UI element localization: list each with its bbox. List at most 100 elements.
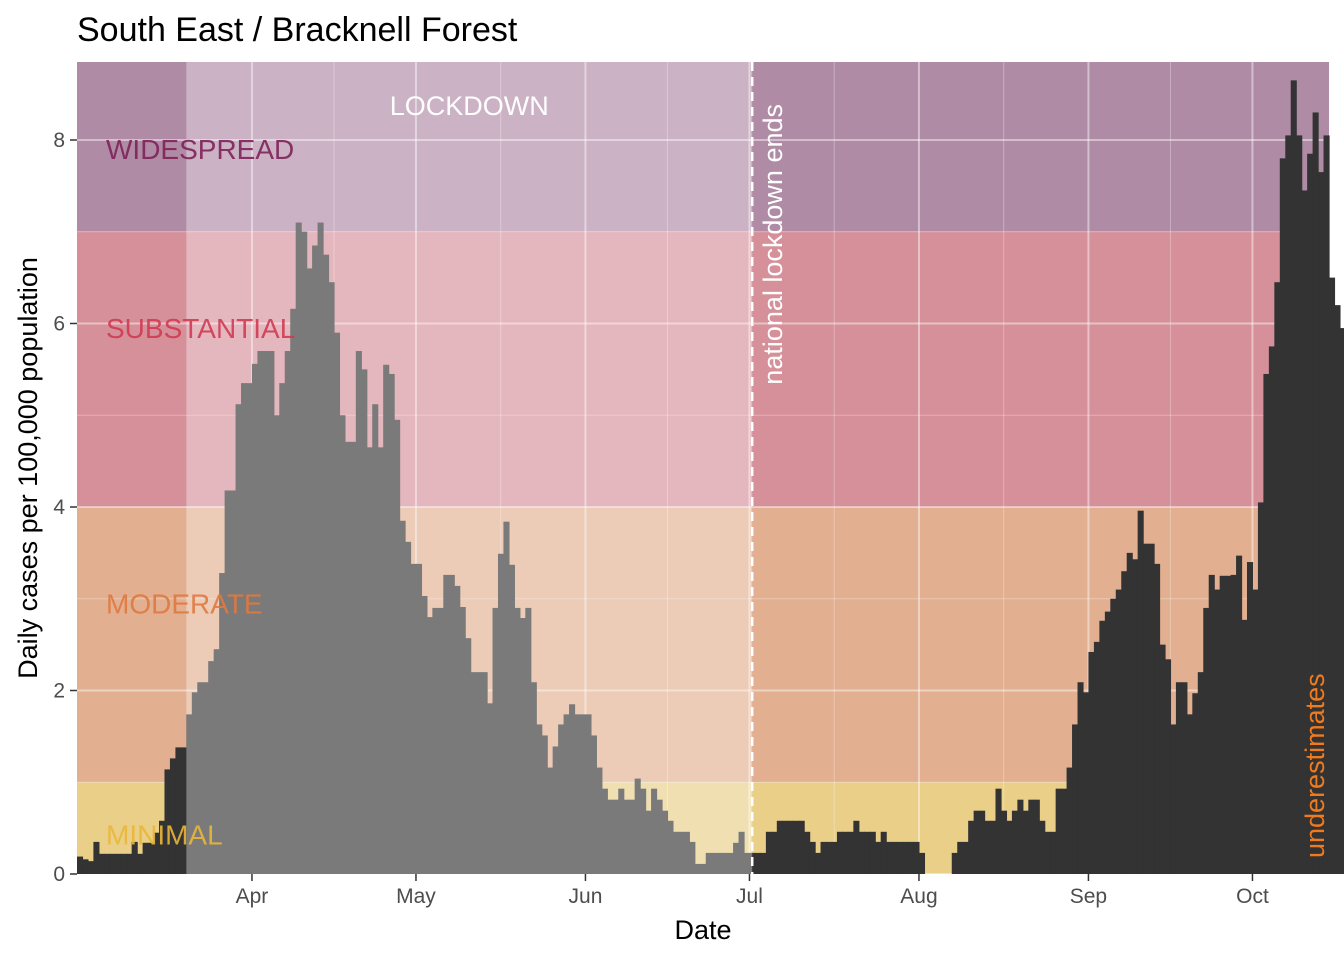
bar bbox=[1257, 502, 1264, 874]
bar bbox=[820, 841, 827, 874]
bar bbox=[711, 852, 718, 874]
x-tick-label: May bbox=[396, 885, 436, 908]
bar bbox=[1203, 607, 1210, 874]
bar bbox=[1214, 589, 1221, 874]
bar bbox=[694, 863, 701, 874]
bar bbox=[645, 810, 652, 874]
bar bbox=[1296, 135, 1303, 874]
bar bbox=[765, 831, 772, 874]
bar bbox=[186, 714, 193, 874]
bar bbox=[1290, 80, 1297, 874]
bar bbox=[776, 820, 783, 874]
bar bbox=[1132, 559, 1139, 874]
bar bbox=[836, 831, 844, 874]
bars-layer bbox=[77, 80, 1344, 875]
bar bbox=[754, 852, 762, 874]
bar bbox=[497, 553, 505, 874]
bar bbox=[1050, 831, 1057, 874]
lockdown-overlay bbox=[186, 62, 753, 874]
bar bbox=[880, 831, 887, 874]
bar bbox=[1072, 724, 1079, 874]
bar bbox=[1022, 810, 1029, 874]
y-axis-title: Daily cases per 100,000 population bbox=[13, 257, 43, 679]
bar bbox=[596, 767, 603, 874]
y-tick-label: 4 bbox=[53, 496, 65, 519]
annot-layer: LOCKDOWN national lockdown ends underestim… bbox=[390, 62, 1330, 874]
bar bbox=[1044, 831, 1051, 874]
bar bbox=[864, 831, 871, 874]
bar bbox=[563, 714, 570, 874]
bar bbox=[290, 308, 297, 875]
x-axis-title: Date bbox=[674, 915, 731, 945]
bar bbox=[1279, 158, 1286, 874]
bar bbox=[869, 831, 876, 874]
bar bbox=[1334, 305, 1341, 874]
bar bbox=[109, 853, 116, 874]
bar bbox=[415, 563, 423, 874]
bar bbox=[1274, 282, 1281, 875]
bar bbox=[448, 574, 455, 874]
bar bbox=[579, 714, 587, 874]
bar bbox=[388, 373, 395, 874]
lockdown-end-label: national lockdown ends bbox=[758, 104, 788, 385]
bar bbox=[1323, 135, 1330, 874]
bar bbox=[968, 820, 975, 874]
bar bbox=[705, 852, 712, 874]
bar bbox=[1186, 714, 1193, 874]
bar bbox=[1061, 788, 1068, 874]
bar bbox=[858, 831, 865, 874]
bar bbox=[465, 638, 472, 874]
bar bbox=[443, 574, 450, 874]
bar bbox=[519, 618, 526, 874]
bar bbox=[421, 595, 428, 874]
bar bbox=[339, 415, 346, 874]
bar bbox=[279, 383, 286, 874]
bar bbox=[640, 788, 647, 874]
bar bbox=[1137, 510, 1144, 874]
bar bbox=[1219, 575, 1226, 874]
plot-panel: MINIMAL MODERATE SUBSTANTIAL WIDESPREAD LOC… bbox=[77, 62, 1344, 875]
underestimates-label: underestimates bbox=[1300, 673, 1330, 858]
bar bbox=[202, 682, 209, 874]
bar bbox=[727, 852, 734, 874]
x-tick-label: Sep bbox=[1070, 885, 1107, 908]
bar bbox=[82, 859, 89, 874]
bar bbox=[1017, 799, 1024, 874]
bar bbox=[612, 799, 619, 874]
bar bbox=[585, 714, 592, 874]
bar bbox=[897, 841, 904, 874]
bar bbox=[1088, 651, 1095, 874]
bar bbox=[847, 831, 854, 874]
bar bbox=[1170, 724, 1177, 874]
bar bbox=[1236, 555, 1243, 874]
bar bbox=[782, 820, 789, 874]
bar bbox=[481, 672, 488, 874]
bar bbox=[908, 841, 915, 874]
bar bbox=[1159, 644, 1166, 874]
bar bbox=[1312, 112, 1319, 875]
bar bbox=[1115, 589, 1122, 874]
bar bbox=[492, 607, 499, 874]
bar bbox=[826, 841, 833, 874]
axes-layer: 0 2 4 6 8 Apr May Jun Jul Aug Sep Oct bbox=[53, 129, 1269, 908]
bar bbox=[323, 254, 330, 874]
bar bbox=[984, 820, 991, 874]
bar bbox=[284, 351, 291, 874]
overlay-layer bbox=[186, 62, 753, 874]
bar bbox=[716, 852, 723, 874]
chart-title: South East / Bracknell Forest bbox=[77, 11, 518, 49]
bar bbox=[306, 268, 313, 874]
band-widespread bbox=[77, 62, 1329, 232]
bar bbox=[115, 853, 122, 874]
bar bbox=[552, 746, 559, 874]
bar bbox=[623, 799, 630, 874]
x-tick-label: Jul bbox=[736, 885, 763, 908]
bar bbox=[1082, 692, 1090, 874]
bar bbox=[973, 810, 980, 874]
bar bbox=[1301, 190, 1308, 875]
bar bbox=[1241, 619, 1248, 874]
bar bbox=[1055, 788, 1062, 874]
bar bbox=[569, 704, 576, 874]
bar bbox=[241, 383, 248, 874]
